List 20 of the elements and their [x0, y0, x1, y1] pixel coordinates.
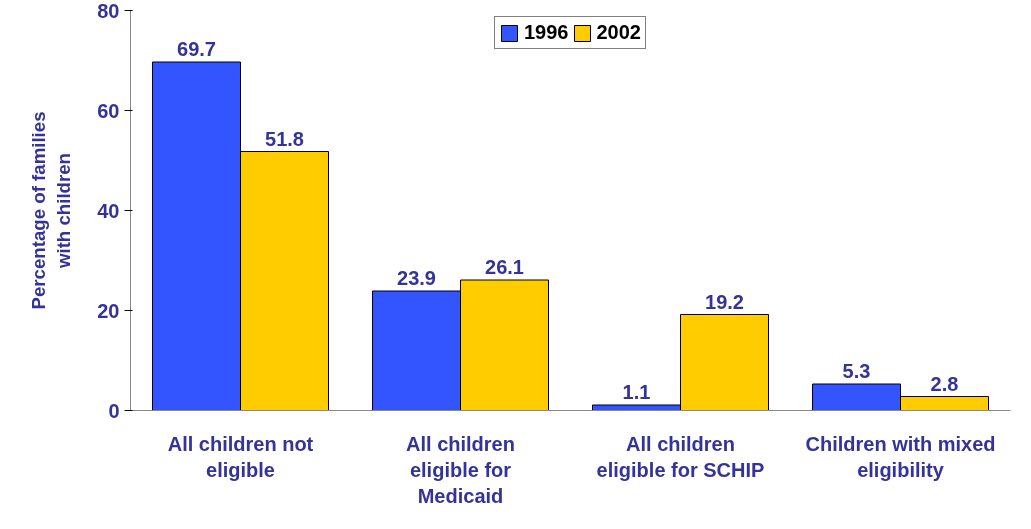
legend-label: 1996: [524, 21, 569, 44]
x-tick-label: All children eligible for SCHIP: [596, 432, 765, 481]
legend-label: 2002: [596, 21, 641, 44]
data-label: 1.1: [622, 381, 651, 403]
data-label: 19.2: [705, 290, 744, 313]
data-label: 26.1: [485, 256, 524, 278]
y-tick-label: 60: [97, 99, 120, 122]
data-label: 69.7: [177, 38, 216, 60]
data-label: 23.9: [397, 267, 436, 289]
data-label: 2.8: [930, 372, 959, 395]
x-tick-label: All children not eligible: [167, 432, 314, 481]
data-label: 51.8: [265, 127, 304, 150]
y-tick-label: 20: [97, 299, 120, 322]
y-tick-label: 80: [97, 0, 120, 22]
y-axis-title: Percentage of families with children: [28, 111, 75, 310]
x-tick-label: Children with mixed eligibility: [805, 432, 996, 481]
data-label: 5.3: [842, 360, 871, 382]
y-tick-label: 0: [108, 399, 120, 422]
y-tick-label: 40: [97, 199, 120, 222]
x-tick-label: All children eligible for Medicaid: [406, 432, 515, 508]
